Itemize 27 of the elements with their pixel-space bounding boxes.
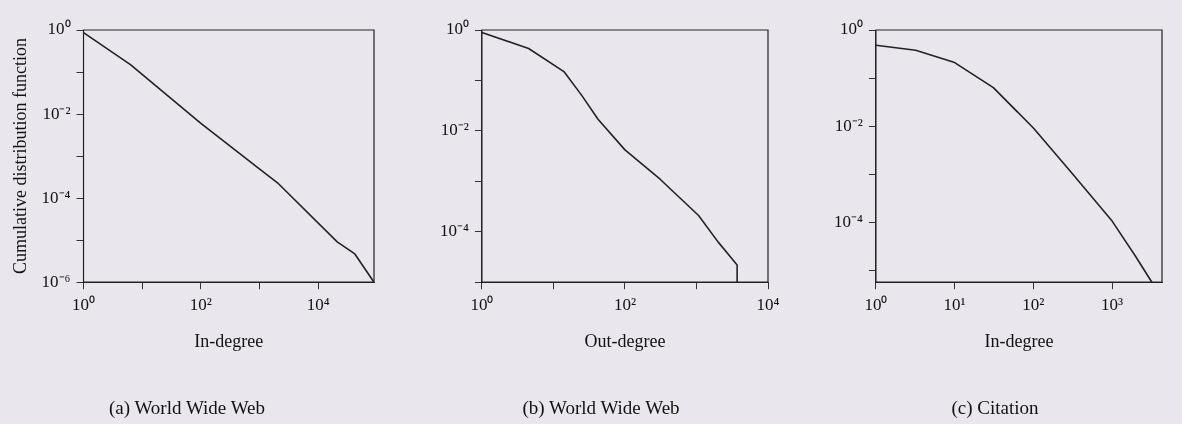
y-tick-label: 10⁰: [47, 19, 71, 39]
text: (a) World Wide Web: [108, 396, 266, 419]
x-tick-label: 10²: [1022, 294, 1045, 314]
x-axis-title: In-degree: [194, 331, 264, 352]
y-tick-label: 10⁻⁶: [41, 271, 71, 291]
x-tick-label: 10⁰: [864, 294, 888, 314]
y-tick-label: 10⁰: [839, 19, 863, 39]
text: (b) World Wide Web: [522, 396, 680, 419]
y-tick-label: 10⁻²: [834, 115, 863, 135]
y-tick-label: 10⁻²: [440, 120, 469, 140]
x-tick-label: 10¹: [943, 294, 966, 314]
y-tick-label: 10⁻²: [42, 103, 71, 123]
x-tick-label: 10²: [613, 294, 637, 314]
x-axis-title: In-degree: [984, 331, 1054, 352]
x-tick-label: 10⁴: [306, 294, 330, 314]
x-tick-label: 10⁰: [72, 294, 96, 314]
x-tick-label: 10⁴: [756, 294, 780, 314]
y-tick-label: 10⁰: [445, 19, 469, 39]
x-tick-label: 10³: [1101, 294, 1124, 314]
y-tick-label: 10⁻⁴: [41, 187, 71, 207]
y-tick-label: 10⁻⁴: [439, 221, 469, 241]
y-tick-label: 10⁻⁴: [833, 211, 863, 231]
x-tick-label: 10²: [189, 294, 212, 314]
y-axis-title: Cumulative distribution function: [9, 38, 30, 275]
text: (c) Citation: [951, 396, 1040, 419]
x-axis-title: Out-degree: [584, 331, 666, 352]
x-tick-label: 10⁰: [470, 294, 494, 314]
